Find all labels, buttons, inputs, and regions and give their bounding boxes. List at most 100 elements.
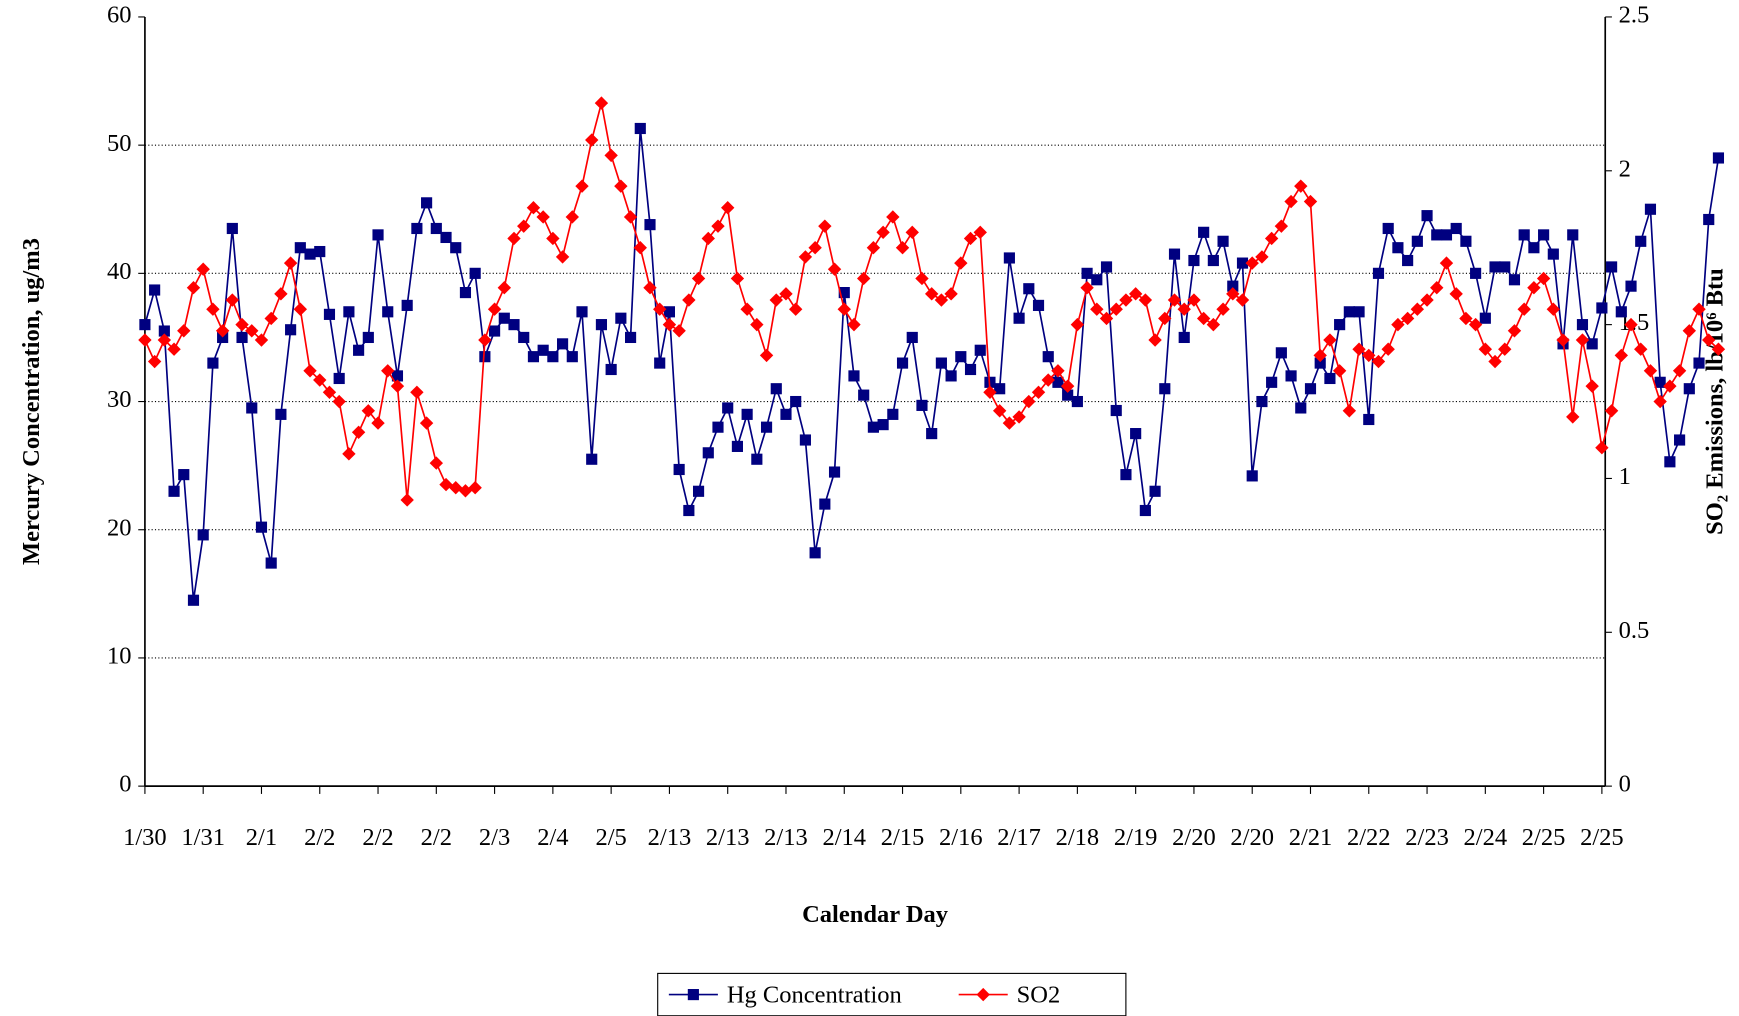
data-point (537, 344, 549, 356)
data-point (401, 299, 413, 311)
data-point (1576, 319, 1589, 331)
x-tick-label: 2/20 (1230, 824, 1274, 851)
data-point (1080, 281, 1094, 295)
data-point (1130, 428, 1142, 440)
data-point (935, 357, 947, 369)
data-point (974, 344, 986, 356)
data-point (1091, 274, 1103, 286)
data-point (1303, 194, 1318, 209)
data-point (1012, 410, 1026, 424)
data-point (1654, 376, 1666, 388)
data-point (1236, 257, 1249, 269)
x-tick-label: 2/13 (764, 824, 808, 851)
data-point (1643, 364, 1658, 378)
x-tick-label: 1/31 (181, 824, 225, 851)
data-point (487, 302, 502, 316)
data-point (304, 248, 316, 260)
data-point (1528, 242, 1540, 254)
data-point (1314, 357, 1326, 369)
data-point (342, 447, 356, 461)
data-point (1683, 383, 1695, 395)
data-point (595, 319, 608, 331)
data-point (809, 547, 821, 559)
data-point (1392, 242, 1404, 254)
x-tick-label: 2/24 (1464, 824, 1508, 851)
legend-marker (976, 987, 990, 1002)
data-point (1052, 376, 1064, 388)
data-point (1517, 302, 1531, 316)
data-point (955, 351, 967, 363)
data-point (751, 453, 763, 465)
data-point (215, 324, 230, 338)
data-point (896, 357, 909, 369)
data-point (867, 421, 879, 433)
data-point (1547, 248, 1559, 260)
data-point (1702, 333, 1716, 347)
data-point (1420, 293, 1434, 307)
data-point (1518, 229, 1530, 241)
data-point (1023, 283, 1035, 295)
data-point (372, 229, 384, 241)
data-point (1353, 306, 1365, 318)
data-point (498, 312, 510, 324)
data-point (604, 148, 618, 163)
data-point (1216, 302, 1230, 316)
data-point (614, 179, 628, 193)
x-tick-label: 2/2 (362, 824, 393, 851)
data-point (313, 373, 327, 387)
data-point (1060, 379, 1075, 393)
data-point (440, 231, 452, 244)
data-point (944, 287, 958, 301)
data-point (1110, 404, 1122, 417)
data-point (1304, 383, 1317, 395)
data-point (1187, 293, 1201, 307)
data-point (1363, 413, 1375, 426)
data-point (1266, 376, 1278, 388)
data-point (1324, 372, 1336, 385)
data-point (1499, 261, 1511, 273)
data-point (1002, 416, 1017, 430)
x-tick-label: 2/23 (1405, 824, 1449, 851)
data-point (158, 325, 170, 337)
legend-box (657, 972, 1127, 1016)
data-point (653, 302, 667, 316)
data-point (1196, 311, 1211, 326)
data-point (760, 421, 773, 433)
data-point (390, 379, 405, 393)
data-point (876, 225, 890, 240)
x-tick-label: 2/19 (1114, 824, 1158, 851)
data-point (459, 287, 472, 299)
data-point (1440, 229, 1453, 241)
data-point (1032, 299, 1045, 311)
data-point (866, 241, 881, 255)
data-point (429, 456, 443, 470)
data-point (400, 493, 414, 507)
data-point (683, 504, 695, 517)
data-point (877, 419, 889, 431)
data-point (1431, 229, 1443, 241)
data-point (585, 133, 599, 147)
data-point (225, 293, 240, 307)
data-point (819, 498, 831, 510)
data-point (722, 402, 734, 414)
data-point (750, 317, 764, 332)
data-point (954, 256, 968, 270)
data-point (1352, 342, 1366, 356)
data-point (265, 557, 277, 569)
data-point (566, 351, 578, 363)
data-point (643, 281, 657, 295)
data-point (254, 333, 269, 347)
data-point (497, 281, 511, 295)
data-point (1138, 293, 1153, 307)
data-point (177, 324, 191, 338)
data-point (187, 594, 200, 606)
data-point (527, 351, 540, 363)
data-point (410, 385, 424, 400)
legend-label: SO2 (1017, 981, 1061, 1008)
y2-tick-label: 2.5 (1619, 2, 1650, 29)
data-point (1139, 504, 1151, 517)
data-point (1284, 194, 1298, 209)
data-point (1391, 317, 1405, 332)
data-point (1313, 348, 1327, 363)
x-tick-label: 2/18 (1056, 824, 1100, 851)
